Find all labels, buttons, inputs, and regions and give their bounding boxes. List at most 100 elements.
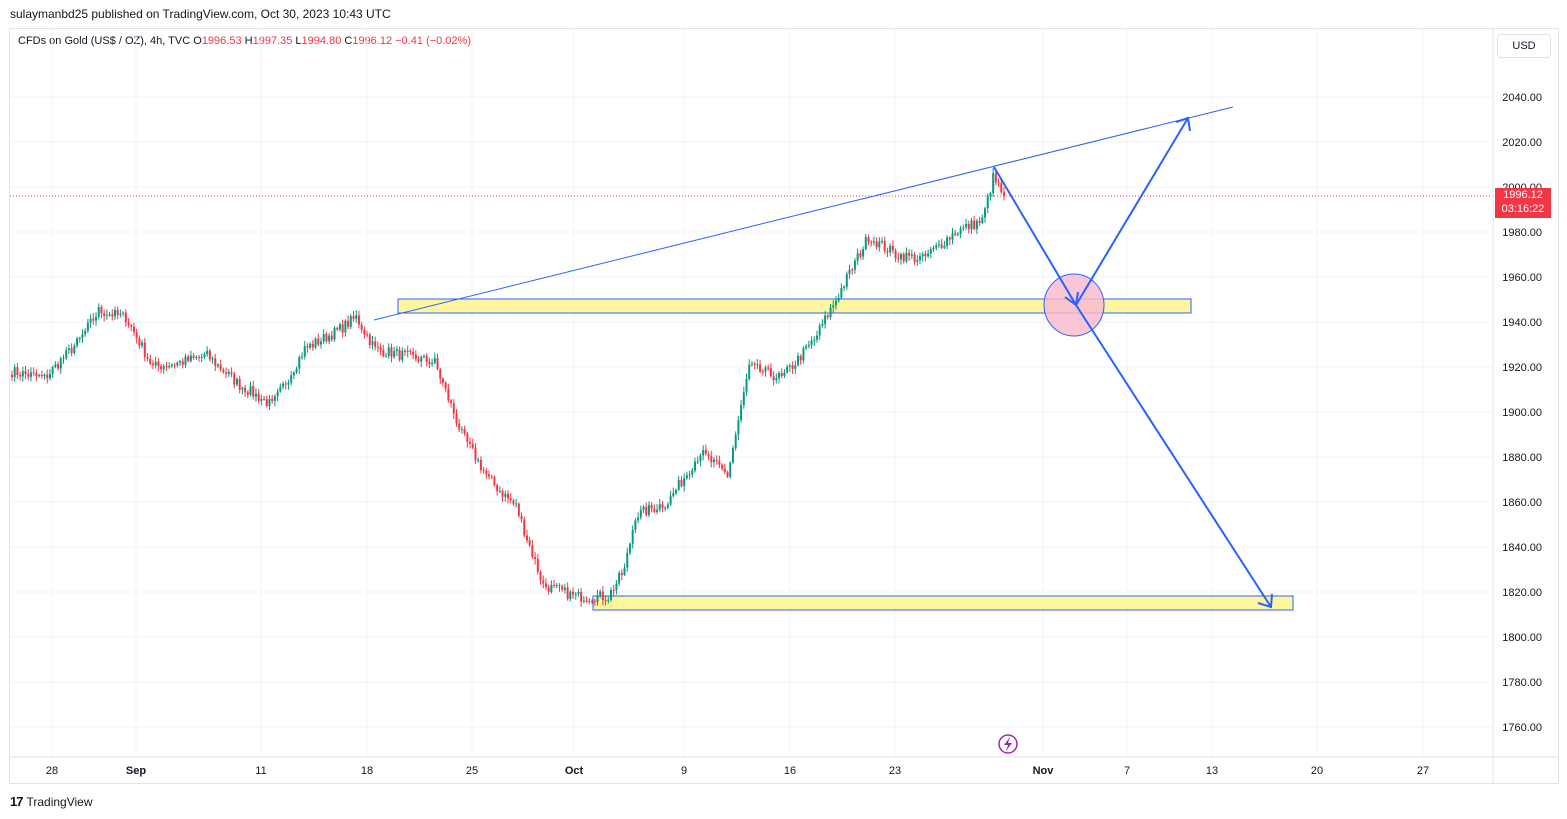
candle-body [840, 287, 843, 298]
candle-body [992, 173, 995, 194]
candle-body [975, 220, 978, 230]
currency-selector[interactable]: USD [1497, 34, 1551, 58]
candle-body [46, 374, 49, 379]
candle-body [252, 386, 255, 397]
candle-body [916, 259, 919, 262]
candle-body [615, 583, 618, 591]
candle-body [292, 372, 295, 376]
arrow-head-2 [1175, 116, 1191, 132]
candle-body [937, 244, 940, 246]
candle-body [531, 545, 534, 558]
candle-body [591, 600, 594, 602]
candle-body [707, 453, 710, 457]
candle-body [219, 364, 222, 370]
candle-body [710, 456, 713, 463]
candle-body [699, 455, 702, 462]
candle-body [905, 252, 908, 262]
chart-frame[interactable] [9, 28, 1559, 784]
candle-body [672, 493, 675, 497]
candle-body [222, 369, 225, 373]
candle-body [317, 338, 320, 345]
candle-body [341, 324, 344, 333]
x-tick-label: 28 [46, 765, 58, 777]
candle-body [696, 461, 699, 463]
candle-body [113, 309, 116, 317]
candle-body [227, 371, 230, 375]
candle-body [409, 350, 412, 352]
candle-body [856, 253, 859, 261]
candle-body [772, 376, 775, 381]
down-arrow-1 [993, 166, 1077, 306]
candle-body [482, 470, 485, 472]
candle-body [374, 341, 377, 347]
candle-body [894, 250, 897, 259]
candle-body [829, 307, 832, 318]
candle-body [786, 366, 789, 373]
candle-body [574, 593, 577, 595]
candle-body [189, 355, 192, 361]
candle-body [141, 342, 144, 346]
candle-body [927, 253, 930, 257]
candle-body [149, 358, 152, 364]
candle-body [764, 367, 767, 372]
footer-brand[interactable]: TradingView [26, 794, 93, 809]
candle-body [428, 361, 431, 365]
last-price-tag: 1996.12 03:16:22 [1495, 188, 1551, 218]
candle-body [767, 367, 770, 369]
candle-body [745, 379, 748, 393]
y-tick-label: 1840.00 [1502, 542, 1542, 554]
candle-body [273, 396, 276, 401]
x-tick-label: 16 [784, 765, 796, 777]
candle-body [184, 356, 187, 365]
candle-body [200, 357, 203, 359]
candle-body [851, 269, 854, 271]
candle-body [181, 361, 184, 365]
candle-body [731, 448, 734, 463]
candle-body [634, 520, 637, 530]
candle-body [791, 365, 794, 369]
candle-body [276, 391, 279, 397]
candle-body [73, 345, 76, 354]
candle-body [168, 365, 171, 368]
tradingview-logo-icon[interactable]: 17 [10, 794, 24, 809]
high-label: H [244, 35, 253, 47]
candle-body [870, 242, 873, 244]
candle-body [97, 306, 100, 317]
candle-body [810, 340, 813, 345]
candle-body [940, 244, 943, 248]
candle-body [319, 341, 322, 345]
candle-body [935, 245, 938, 248]
candle-body [450, 400, 453, 404]
candle-body [783, 372, 786, 376]
candle-body [376, 346, 379, 348]
candle-body [103, 313, 106, 317]
candle-body [534, 557, 537, 560]
candle-body [460, 429, 463, 431]
candle-body [138, 338, 141, 346]
candle-body [382, 350, 385, 357]
symbol-label[interactable]: CFDs on Gold (US$ / OZ), 4h, TVC [18, 35, 191, 47]
candle-body [127, 322, 130, 325]
candle-body [436, 358, 439, 370]
candle-body [962, 227, 965, 229]
candle-body [108, 314, 111, 316]
y-tick-label: 1780.00 [1502, 677, 1542, 689]
candle-body [688, 474, 691, 476]
candle-body [536, 559, 539, 572]
candle-body [948, 237, 951, 240]
candle-body [843, 286, 846, 288]
y-tick-label: 1800.00 [1502, 632, 1542, 644]
candle-body [13, 367, 16, 378]
candle-body [203, 354, 206, 358]
candle-body [393, 351, 396, 357]
candle-body [59, 358, 62, 369]
y-tick-label: 1900.00 [1502, 407, 1542, 419]
low-label: L [295, 35, 302, 47]
highlight-ellipse [1043, 273, 1105, 337]
candle-body [11, 374, 13, 378]
candle-body [965, 223, 968, 228]
candle-body [458, 423, 461, 430]
candle-body [918, 256, 921, 260]
lightning-icon[interactable] [998, 734, 1018, 754]
